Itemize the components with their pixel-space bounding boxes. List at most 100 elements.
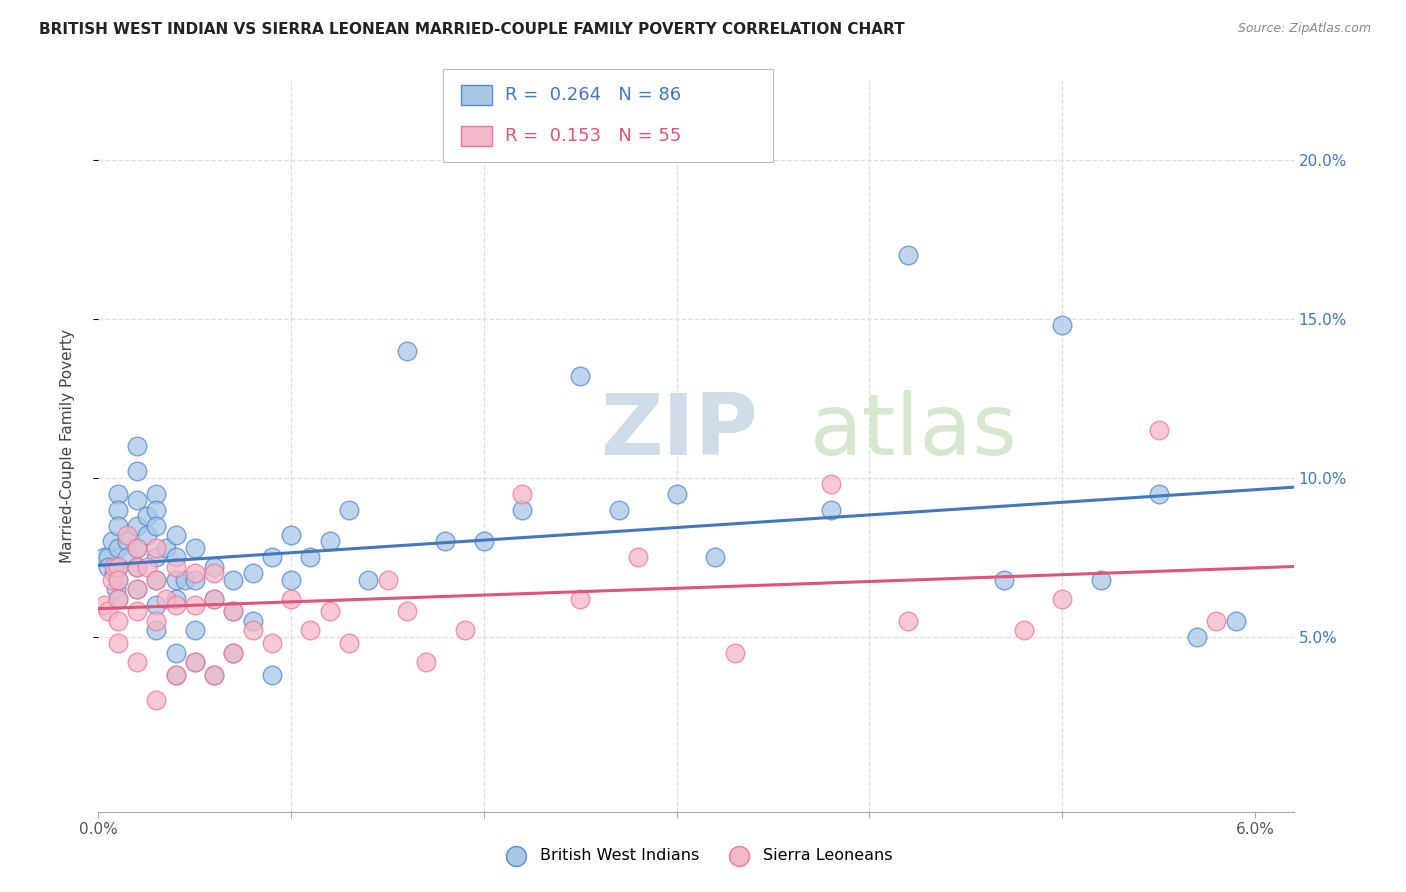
Point xyxy=(165,550,187,565)
Point xyxy=(184,566,207,581)
Point xyxy=(222,646,245,660)
Point xyxy=(415,655,437,669)
Point xyxy=(165,646,187,660)
Point xyxy=(107,502,129,516)
Point xyxy=(107,559,129,574)
Point xyxy=(104,582,127,596)
Point xyxy=(184,598,207,612)
Point xyxy=(434,534,457,549)
Point xyxy=(145,573,167,587)
Point xyxy=(145,624,167,638)
Point xyxy=(107,573,129,587)
Point xyxy=(704,550,727,565)
Point xyxy=(299,624,322,638)
Point xyxy=(395,343,418,358)
Point xyxy=(337,502,360,516)
Point xyxy=(93,550,115,565)
Point xyxy=(723,646,745,660)
Point xyxy=(260,550,283,565)
Text: R =  0.153   N = 55: R = 0.153 N = 55 xyxy=(505,128,681,145)
Point xyxy=(1050,318,1073,333)
Point xyxy=(145,518,167,533)
Point xyxy=(260,668,283,682)
Point xyxy=(337,636,360,650)
Point xyxy=(202,559,225,574)
Point xyxy=(395,604,418,618)
Point xyxy=(1147,486,1170,500)
Point xyxy=(184,655,207,669)
Point xyxy=(202,668,225,682)
Point xyxy=(665,486,688,500)
Point xyxy=(820,502,842,516)
Point xyxy=(101,534,124,549)
Point xyxy=(165,598,187,612)
Point xyxy=(820,477,842,491)
Point xyxy=(107,591,129,606)
Point xyxy=(107,573,129,587)
Point xyxy=(107,541,129,555)
Point xyxy=(222,604,245,618)
Point xyxy=(897,614,920,628)
Point xyxy=(202,591,225,606)
Point xyxy=(145,614,167,628)
Point xyxy=(125,493,148,508)
Text: Source: ZipAtlas.com: Source: ZipAtlas.com xyxy=(1237,22,1371,36)
Point xyxy=(174,573,197,587)
Point xyxy=(103,559,125,574)
Point xyxy=(117,550,139,565)
Point xyxy=(135,528,157,542)
Point xyxy=(125,439,148,453)
Point xyxy=(260,636,283,650)
Point xyxy=(97,550,120,565)
Point xyxy=(155,591,177,606)
Point xyxy=(453,624,475,638)
Point xyxy=(125,582,148,596)
Point xyxy=(280,591,302,606)
Point xyxy=(107,486,129,500)
Point xyxy=(1225,614,1247,628)
Point xyxy=(1050,591,1073,606)
Point xyxy=(569,369,592,384)
Point xyxy=(107,591,129,606)
Point xyxy=(145,693,167,707)
Point xyxy=(184,655,207,669)
Point xyxy=(184,624,207,638)
Point xyxy=(377,573,399,587)
Point xyxy=(280,528,302,542)
Point xyxy=(125,655,148,669)
Point xyxy=(97,604,120,618)
Point xyxy=(242,566,264,581)
Point xyxy=(125,541,148,555)
Point xyxy=(569,591,592,606)
Point xyxy=(319,604,342,618)
Text: ZIP: ZIP xyxy=(600,390,758,473)
Point xyxy=(202,668,225,682)
Point xyxy=(107,614,129,628)
Point xyxy=(107,636,129,650)
Point xyxy=(299,550,322,565)
Point xyxy=(125,541,148,555)
Point xyxy=(993,573,1015,587)
Point xyxy=(101,573,124,587)
Point xyxy=(1205,614,1227,628)
Point xyxy=(165,573,187,587)
Point xyxy=(155,541,177,555)
Point xyxy=(165,668,187,682)
Legend: British West Indians, Sierra Leoneans: British West Indians, Sierra Leoneans xyxy=(494,842,898,870)
Text: R =  0.264   N = 86: R = 0.264 N = 86 xyxy=(505,86,681,103)
Point xyxy=(512,486,534,500)
Point xyxy=(125,559,148,574)
Point xyxy=(184,541,207,555)
Point xyxy=(202,591,225,606)
Point xyxy=(897,248,920,262)
Y-axis label: Married-Couple Family Poverty: Married-Couple Family Poverty xyxy=(60,329,75,563)
Point xyxy=(1147,423,1170,437)
Point xyxy=(125,604,148,618)
Point xyxy=(145,573,167,587)
Point xyxy=(125,582,148,596)
Point xyxy=(135,559,157,574)
Point xyxy=(107,559,129,574)
Point xyxy=(125,518,148,533)
Point xyxy=(202,566,225,581)
Point xyxy=(280,573,302,587)
